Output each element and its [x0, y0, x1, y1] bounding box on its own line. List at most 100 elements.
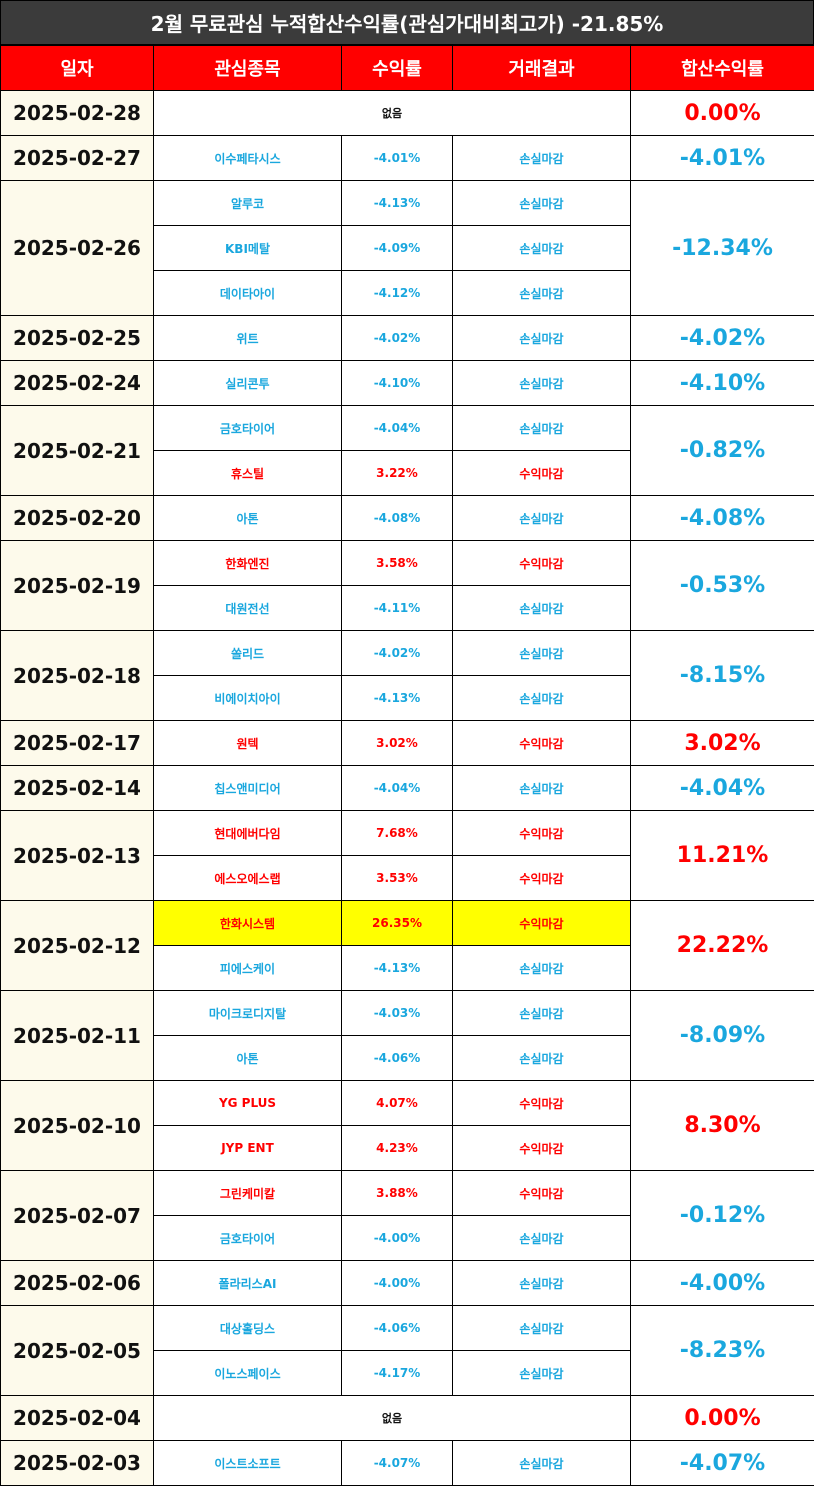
result-cell: 손실마감	[452, 1350, 631, 1396]
stock-name-cell: 알루코	[153, 180, 342, 226]
rate-cell: 3.88%	[341, 1170, 453, 1216]
date-cell: 2025-02-07	[0, 1170, 154, 1261]
table-row: 2025-02-07 그린케미칼 3.88% 수익마감 -0.12%	[0, 1170, 814, 1261]
total-return-cell: 0.00%	[630, 90, 814, 136]
total-return-cell: -0.53%	[630, 540, 814, 631]
total-return-cell: -4.10%	[630, 360, 814, 406]
rate-cell: 3.53%	[341, 855, 453, 901]
stock-name-cell: 대상홀딩스	[153, 1305, 342, 1351]
table-row: 2025-02-11 마이크로디지탈 -4.03% 손실마감 -8.09%	[0, 990, 814, 1081]
table-row: 2025-02-14 칩스앤미디어 -4.04% 손실마감 -4.04%	[0, 765, 814, 811]
rate-cell: -4.09%	[341, 225, 453, 271]
date-cell: 2025-02-21	[0, 405, 154, 496]
total-return-cell: -8.23%	[630, 1305, 814, 1396]
table-row: 2025-02-24 실리콘투 -4.10% 손실마감 -4.10%	[0, 360, 814, 406]
stock-name-cell: 대원전선	[153, 585, 342, 631]
total-return-cell: 0.00%	[630, 1395, 814, 1441]
date-cell: 2025-02-24	[0, 360, 154, 406]
rate-cell: -4.02%	[341, 630, 453, 676]
stock-name-cell: 휴스틸	[153, 450, 342, 496]
total-return-cell: -8.15%	[630, 630, 814, 721]
rate-cell: -4.02%	[341, 315, 453, 361]
stock-name-cell: 비에이치아이	[153, 675, 342, 721]
total-return-cell: -12.34%	[630, 180, 814, 316]
result-cell: 손실마감	[452, 1440, 631, 1486]
stock-name-cell: 한화엔진	[153, 540, 342, 586]
table-row: 데이타아이 -4.12% 손실마감	[1, 270, 814, 316]
result-cell: 손실마감	[452, 315, 631, 361]
rate-cell: -4.03%	[341, 990, 453, 1036]
date-cell: 2025-02-20	[0, 495, 154, 541]
result-cell: 손실마감	[452, 1260, 631, 1306]
total-return-cell: 11.21%	[630, 810, 814, 901]
result-cell: 손실마감	[452, 360, 631, 406]
date-cell: 2025-02-19	[0, 540, 154, 631]
result-cell: 손실마감	[452, 180, 631, 226]
table-row: 2025-02-10 YG PLUS 4.07% 수익마감 8.30%	[0, 1080, 814, 1171]
table-row: 2025-02-06 폴라리스AI -4.00% 손실마감 -4.00%	[0, 1260, 814, 1306]
no-pick-cell: 없음	[153, 1395, 631, 1441]
date-cell: 2025-02-26	[0, 180, 154, 316]
table-row: 2025-02-03 이스트소프트 -4.07% 손실마감 -4.07%	[0, 1440, 814, 1486]
result-cell: 수익마감	[452, 540, 631, 586]
stock-name-cell: 에스오에스랩	[153, 855, 342, 901]
table-row: 아톤 -4.06% 손실마감	[1, 1035, 814, 1081]
total-return-cell: -4.08%	[630, 495, 814, 541]
stock-name-cell: 그린케미칼	[153, 1170, 342, 1216]
result-cell: 수익마감	[452, 1080, 631, 1126]
returns-table: 일자 관심종목 수익률 거래결과 합산수익률 2025-02-28 없음 0.00%…	[0, 45, 814, 1486]
table-row: 2025-02-25 위트 -4.02% 손실마감 -4.02%	[0, 315, 814, 361]
total-return-cell: -4.00%	[630, 1260, 814, 1306]
table-row: 2025-02-21 금호타이어 -4.04% 손실마감 -0.82%	[0, 405, 814, 496]
stock-name-cell: 폴라리스AI	[153, 1260, 342, 1306]
result-cell: 손실마감	[452, 945, 631, 991]
stock-name-cell: KBI메탈	[153, 225, 342, 271]
stock-name-cell: 금호타이어	[153, 405, 342, 451]
rate-cell: 3.02%	[341, 720, 453, 766]
table-row: 이노스페이스 -4.17% 손실마감	[1, 1350, 814, 1396]
result-cell: 손실마감	[452, 585, 631, 631]
stock-name-cell: 현대에버다임	[153, 810, 342, 856]
table-body: 2025-02-28 없음 0.00% 2025-02-27 이수페타시스 -4.01% 손…	[0, 90, 814, 1486]
date-cell: 2025-02-11	[0, 990, 154, 1081]
header-rate: 수익률	[341, 45, 453, 91]
total-return-cell: -4.04%	[630, 765, 814, 811]
date-cell: 2025-02-04	[0, 1395, 154, 1441]
table-row: 2025-02-19 한화엔진 3.58% 수익마감 -0.53%	[0, 540, 814, 631]
stock-name-cell: 칩스앤미디어	[153, 765, 342, 811]
date-cell: 2025-02-06	[0, 1260, 154, 1306]
result-cell: 수익마감	[452, 720, 631, 766]
table-row: 2025-02-17 원텍 3.02% 수익마감 3.02%	[0, 720, 814, 766]
stock-name-cell: 위트	[153, 315, 342, 361]
rate-cell: -4.08%	[341, 495, 453, 541]
table-row: 2025-02-13 현대에버다임 7.68% 수익마감 11.21%	[0, 810, 814, 901]
stock-name-cell: 이노스페이스	[153, 1350, 342, 1396]
total-return-cell: 22.22%	[630, 900, 814, 991]
stock-name-cell: 실리콘투	[153, 360, 342, 406]
rate-cell: -4.10%	[341, 360, 453, 406]
table-row: 2025-02-12 한화시스템 26.35% 수익마감 22.22%	[0, 900, 814, 991]
table-row: 금호타이어 -4.00% 손실마감	[1, 1215, 814, 1261]
result-cell: 수익마감	[452, 1125, 631, 1171]
table-row: JYP ENT 4.23% 수익마감	[1, 1125, 814, 1171]
table-row: 2025-02-28 없음 0.00%	[0, 90, 814, 136]
rate-cell: -4.00%	[341, 1260, 453, 1306]
date-cell: 2025-02-18	[0, 630, 154, 721]
total-return-cell: -4.01%	[630, 135, 814, 181]
header-result: 거래결과	[452, 45, 631, 91]
rate-cell: -4.06%	[341, 1305, 453, 1351]
result-cell: 손실마감	[452, 630, 631, 676]
rate-cell: -4.00%	[341, 1215, 453, 1261]
result-cell: 수익마감	[452, 450, 631, 496]
stock-name-cell: YG PLUS	[153, 1080, 342, 1126]
total-return-cell: -8.09%	[630, 990, 814, 1081]
rate-cell: -4.07%	[341, 1440, 453, 1486]
page-title: 2월 무료관심 누적합산수익률(관심가대비최고가) -21.85%	[0, 0, 814, 45]
table-row: 2025-02-18 쏠리드 -4.02% 손실마감 -8.15%	[0, 630, 814, 721]
date-cell: 2025-02-14	[0, 765, 154, 811]
total-return-cell: -0.12%	[630, 1170, 814, 1261]
date-cell: 2025-02-10	[0, 1080, 154, 1171]
rate-cell: -4.12%	[341, 270, 453, 316]
rate-cell: -4.13%	[341, 945, 453, 991]
date-cell: 2025-02-25	[0, 315, 154, 361]
